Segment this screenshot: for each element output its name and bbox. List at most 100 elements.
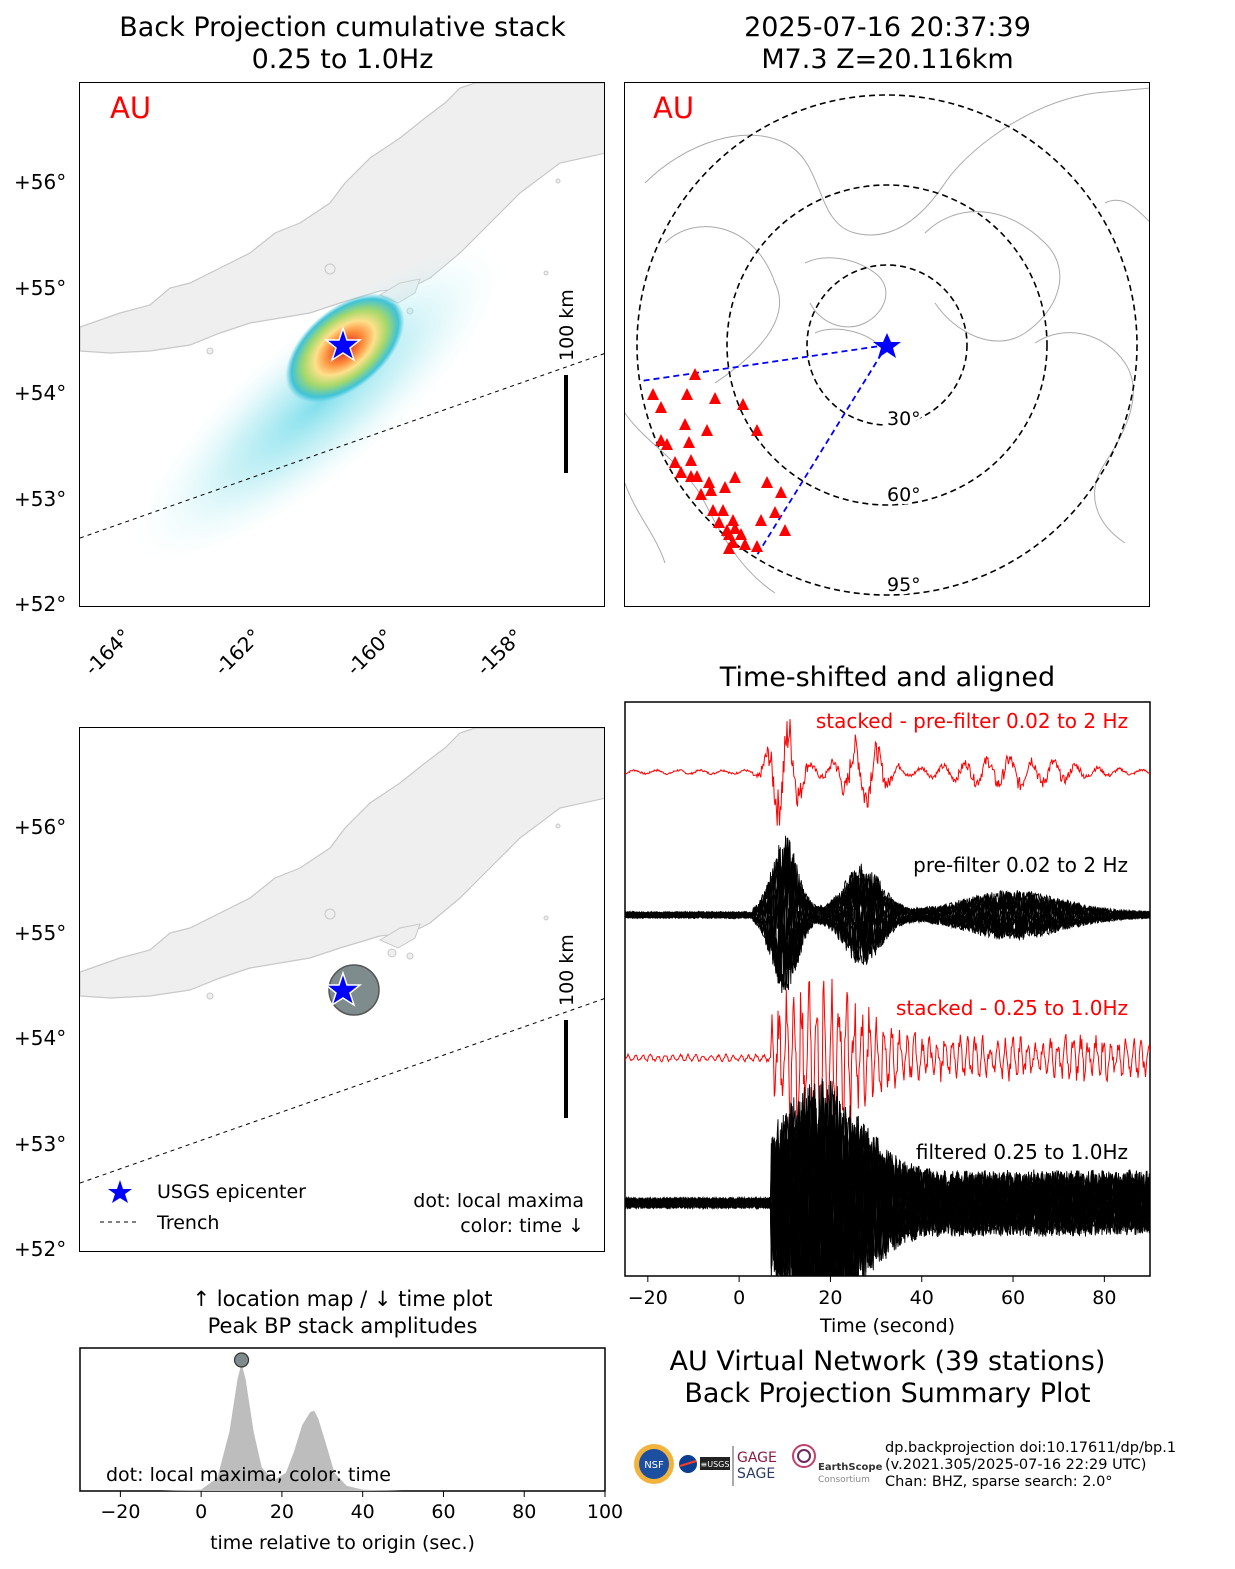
station-triangle-icon <box>701 424 713 436</box>
lat-tick: +52° <box>14 1237 67 1261</box>
station-triangle-icon <box>751 424 763 436</box>
x-tick-label: 80 <box>1092 1287 1116 1309</box>
ring-label-30: 30° <box>887 408 921 430</box>
waveform-filtered <box>625 1089 1150 1276</box>
station-triangle-icon <box>769 506 781 518</box>
usgs-logo-icon: ≡USGS <box>700 1457 730 1470</box>
lat-tick: +55° <box>14 921 67 945</box>
aligned-waveforms-plot: stacked - pre-filter 0.02 to 2 Hz pre-fil… <box>624 701 1151 1337</box>
epicenter-star-icon <box>323 970 363 1007</box>
station-triangle-icon <box>683 436 695 448</box>
time-plot-title-line1: ↑ location map / ↓ time plot <box>192 1287 493 1311</box>
waveform-label: filtered 0.25 to 1.0Hz <box>916 1140 1128 1164</box>
local-maximum-dot <box>233 1352 250 1368</box>
note-line2: color: time ↓ <box>460 1215 584 1237</box>
scale-bar-label: 100 km <box>556 934 578 1006</box>
earthscope-logo-text: EarthScope <box>818 1462 882 1473</box>
local-maxima-map-svg: 100 km USGS epicenter Trench dot: local … <box>80 728 604 1237</box>
station-triangle-icon <box>681 388 693 400</box>
lat-tick: +53° <box>14 1132 67 1156</box>
x-tick-label: −20 <box>100 1501 140 1523</box>
lon-tick: -160° <box>341 623 398 681</box>
tr-title-line2: M7.3 Z=20.116km <box>761 44 1014 75</box>
lat-tick: +55° <box>14 276 67 300</box>
tr-title: 2025-07-16 20:37:39 M7.3 Z=20.116km <box>625 12 1150 76</box>
waveform-label: pre-filter 0.02 to 2 Hz <box>913 853 1128 877</box>
station-triangle-icon <box>729 471 741 483</box>
nsf-logo-icon: NSF <box>634 1444 674 1484</box>
station-triangle-icon <box>761 476 773 488</box>
tl-title-line1: Back Projection cumulative stack <box>119 12 566 43</box>
waveform-title: Time-shifted and aligned <box>719 662 1056 693</box>
note-line1: dot: local maxima <box>413 1190 584 1212</box>
station-triangle-icon <box>685 470 697 482</box>
waveform-xlabel: Time (second) <box>819 1315 955 1337</box>
station-triangle-icon <box>709 392 721 404</box>
peak-amplitude-time-plot: dot: local maxima; color: time −20 0 20 40 60… <box>79 1347 623 1554</box>
station-map-svg: 30° 60° 95° AU <box>625 87 1149 599</box>
x-tick-label: 0 <box>195 1501 207 1523</box>
summary-title: AU Virtual Network (39 stations) Back Pr… <box>610 1346 1165 1410</box>
credits-line2: (v.2021.305/2025-07-16 22:29 UTC) <box>885 1457 1147 1473</box>
x-tick-label: 60 <box>1001 1287 1025 1309</box>
x-tick-label: 20 <box>270 1501 294 1523</box>
trench-line <box>80 998 604 1184</box>
x-tick-label: 80 <box>512 1501 536 1523</box>
station-triangle-icon <box>655 401 667 413</box>
tr-title-line1: 2025-07-16 20:37:39 <box>744 12 1031 43</box>
lat-tick: +54° <box>14 1026 67 1050</box>
station-distance-map: 30° 60° 95° AU <box>624 82 1150 607</box>
continent-outlines <box>625 87 1149 594</box>
summary-line2: Back Projection Summary Plot <box>684 1378 1091 1409</box>
waveform-prefilter <box>625 847 1150 973</box>
station-triangle-icon <box>689 368 701 380</box>
x-tick-label: −20 <box>628 1287 668 1309</box>
time-plot-xlabel: time relative to origin (sec.) <box>210 1532 475 1554</box>
epicenter-star-icon <box>873 333 901 358</box>
credits-line1: dp.backprojection doi:10.17611/dp/bp.1 <box>885 1440 1177 1456</box>
station-triangle-icon <box>775 486 787 498</box>
station-markers <box>647 368 791 554</box>
waveform-filtered <box>625 1107 1150 1276</box>
lon-tick: -164° <box>79 623 136 681</box>
station-triangle-icon <box>737 398 749 410</box>
station-triangle-icon <box>779 524 791 536</box>
tl-title-line2: 0.25 to 1.0Hz <box>251 44 434 75</box>
svg-text:≡USGS: ≡USGS <box>701 1460 730 1469</box>
sage-logo-text: SAGE <box>737 1466 775 1482</box>
gage-logo-text: GAGE <box>737 1450 777 1466</box>
station-triangle-icon <box>685 454 697 466</box>
station-triangle-icon <box>661 438 673 450</box>
station-triangle-icon <box>739 538 751 550</box>
svg-text:NSF: NSF <box>644 1460 664 1471</box>
summary-line1: AU Virtual Network (39 stations) <box>669 1346 1106 1377</box>
bp-stack-map-svg: 100 km AU <box>80 83 604 561</box>
waveform-stacked-prefilter <box>625 719 1150 826</box>
lon-tick: -162° <box>209 623 266 681</box>
bp-stack-map: 100 km AU <box>79 82 605 607</box>
waveform-filtered <box>625 1080 1150 1276</box>
legend-star-icon <box>108 1180 132 1203</box>
station-triangle-icon <box>655 434 667 446</box>
nasa-logo-icon <box>679 1455 697 1473</box>
time-plot-title: ↑ location map / ↓ time plot Peak BP sta… <box>80 1286 605 1340</box>
station-triangle-icon <box>729 522 741 534</box>
station-triangle-icon <box>675 466 687 478</box>
scale-bar-label: 100 km <box>556 289 578 361</box>
station-triangle-icon <box>723 542 735 554</box>
time-plot-title-line2: Peak BP stack amplitudes <box>207 1314 478 1338</box>
epicenter-star-icon <box>323 325 363 362</box>
x-tick-label: 60 <box>431 1501 455 1523</box>
logo-strip: NSF ≡USGS GAGE SAGE EarthScope Consortiu… <box>632 1440 883 1490</box>
station-triangle-icon <box>723 528 735 540</box>
station-triangle-icon <box>713 516 725 528</box>
earthscope-logo-icon <box>792 1444 816 1468</box>
station-triangle-icon <box>707 504 719 516</box>
lat-tick: +54° <box>14 381 67 405</box>
consortium-logo-text: Consortium <box>818 1475 870 1485</box>
lat-tick: +56° <box>14 815 67 839</box>
waveform-stacked-bandpass <box>625 978 1150 1146</box>
station-triangle-icon <box>717 504 729 516</box>
azimuth-lines <box>640 344 888 556</box>
ring-label-60: 60° <box>887 484 921 506</box>
